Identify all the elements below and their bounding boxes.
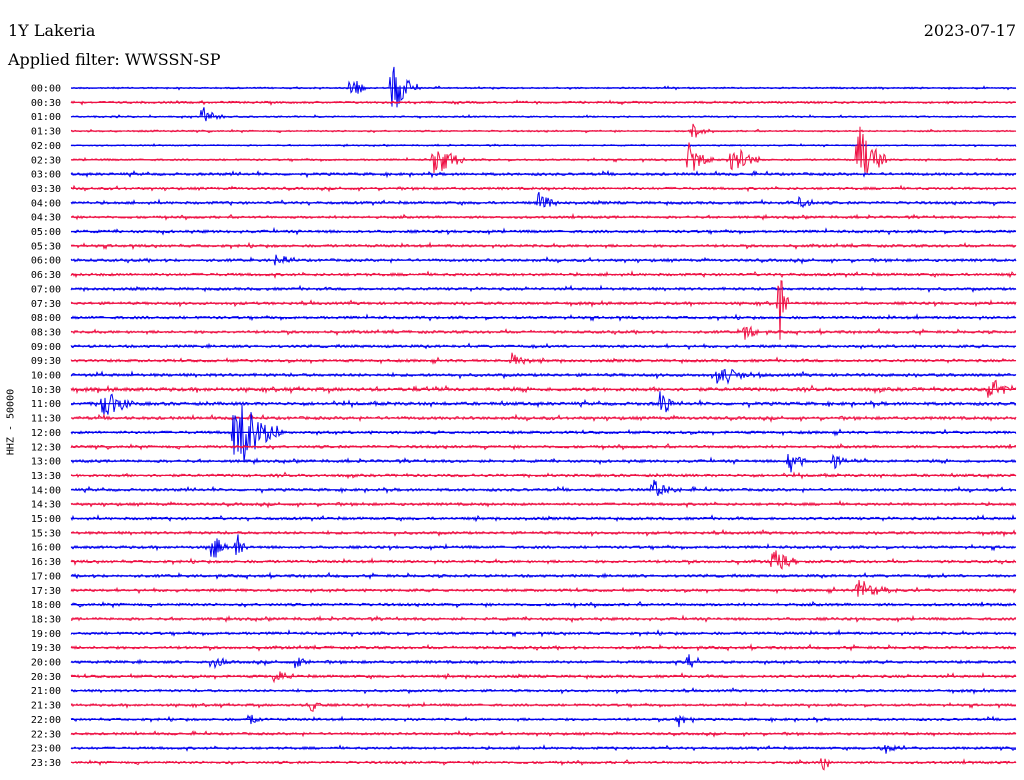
- row-time-label: 08:30: [31, 327, 61, 338]
- trace-row: [70, 126, 1017, 175]
- row-time-label: 18:30: [31, 614, 61, 625]
- row-time-label: 07:30: [31, 299, 61, 310]
- trace-row: [70, 191, 1017, 209]
- row-time-label: 15:00: [31, 514, 61, 525]
- trace-row: [70, 479, 1017, 497]
- row-time-label: 02:30: [31, 155, 61, 166]
- trace-date: 2023-07-17: [923, 21, 1016, 40]
- row-time-label: 04:00: [31, 198, 61, 209]
- row-time-label: 13:30: [31, 471, 61, 482]
- row-time-label: 09:30: [31, 356, 61, 367]
- trace-row: [70, 404, 1017, 463]
- row-time-label: 21:00: [31, 686, 61, 697]
- row-time-label: 12:00: [31, 428, 61, 439]
- row-time-label: 16:30: [31, 557, 61, 568]
- trace-row: [70, 654, 1017, 670]
- row-time-label: 22:30: [31, 729, 61, 740]
- trace-row: [70, 325, 1016, 340]
- filter-prefix: Applied filter:: [8, 50, 120, 69]
- row-time-label: 05:00: [31, 227, 61, 238]
- trace-row: [70, 758, 1017, 771]
- row-time-label: 01:00: [31, 112, 61, 123]
- row-time-label: 20:30: [31, 672, 61, 683]
- row-time-label: 19:30: [31, 643, 61, 654]
- row-time-label: 06:30: [31, 270, 61, 281]
- trace-row: [70, 714, 1017, 728]
- row-time-label: 20:00: [31, 658, 61, 669]
- row-time-label: 23:30: [31, 758, 61, 769]
- trace-row: [70, 453, 1017, 473]
- row-time-label: 17:00: [31, 571, 61, 582]
- row-time-label: 10:30: [31, 385, 61, 396]
- row-time-label: 04:30: [31, 213, 61, 224]
- row-time-label: 08:00: [31, 313, 61, 324]
- row-time-label: 06:00: [31, 256, 61, 267]
- row-time-label: 00:30: [31, 98, 61, 109]
- filter-line: Applied filter: WWSSN-SP: [8, 52, 221, 68]
- row-time-label: 02:00: [31, 141, 61, 152]
- trace-row: [70, 107, 1017, 122]
- row-time-label: 09:00: [31, 342, 61, 353]
- row-time-label: 03:00: [31, 170, 61, 181]
- row-time-label: 12:30: [31, 442, 61, 453]
- trace-row: [70, 701, 1017, 713]
- row-time-label: 22:00: [31, 715, 61, 726]
- row-time-label: 10:00: [31, 371, 61, 382]
- row-time-label: 11:30: [31, 414, 61, 425]
- row-time-label: 15:30: [31, 528, 61, 539]
- row-time-label: 00:00: [31, 84, 61, 95]
- row-time-label: 19:00: [31, 629, 61, 640]
- row-time-label: 18:00: [31, 600, 61, 611]
- row-time-label: 14:00: [31, 485, 61, 496]
- row-time-label: 17:30: [31, 586, 61, 597]
- trace-row: [70, 352, 1017, 366]
- trace-row: [70, 534, 1016, 558]
- row-time-label: 07:00: [31, 284, 61, 295]
- filter-name: WWSSN-SP: [124, 50, 221, 69]
- row-time-label: 05:30: [31, 241, 61, 252]
- row-time-label: 21:30: [31, 701, 61, 712]
- trace-row: [70, 368, 1017, 385]
- row-time-label: 13:00: [31, 457, 61, 468]
- row-time-label: 03:30: [31, 184, 61, 195]
- trace-row: [70, 744, 1016, 754]
- row-time-label: 23:00: [31, 744, 61, 755]
- row-time-label: 11:00: [31, 399, 61, 410]
- row-time-label: 14:30: [31, 500, 61, 511]
- trace-row: [70, 579, 1017, 597]
- row-time-label: 01:30: [31, 127, 61, 138]
- trace-row: [70, 550, 1017, 570]
- station-title: 1Y Lakeria: [8, 21, 96, 40]
- row-time-label: 16:00: [31, 543, 61, 554]
